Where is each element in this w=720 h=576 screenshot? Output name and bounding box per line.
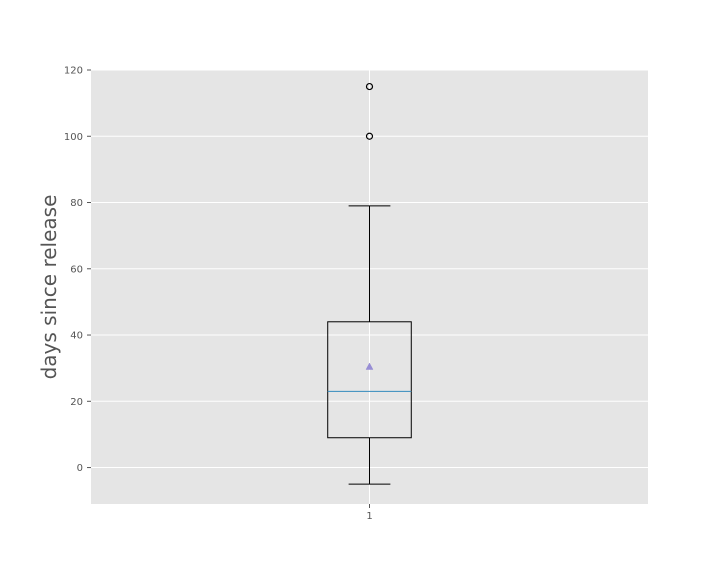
y-tick-label-100: 100 — [64, 132, 83, 143]
y-tick-label-80: 80 — [70, 198, 83, 209]
grid-lines — [91, 69, 648, 504]
box-1 — [327, 82, 412, 485]
y-axis-ticks: 0 20 40 60 80 100 120 — [64, 66, 91, 474]
outlier-point — [365, 132, 374, 140]
y-tick-label-20: 20 — [70, 397, 83, 408]
x-axis-ticks: 1 — [366, 504, 373, 522]
x-tick-label-1: 1 — [366, 511, 372, 522]
y-tick-label-0: 0 — [77, 463, 83, 474]
boxes — [327, 82, 412, 485]
y-axis-title: days since release — [37, 195, 61, 380]
y-tick-label-120: 120 — [64, 66, 83, 77]
outlier-point — [365, 82, 374, 91]
y-tick-label-40: 40 — [70, 331, 83, 342]
box-iqr — [327, 321, 412, 439]
mean-marker — [365, 362, 374, 370]
y-tick-label-60: 60 — [70, 264, 83, 275]
